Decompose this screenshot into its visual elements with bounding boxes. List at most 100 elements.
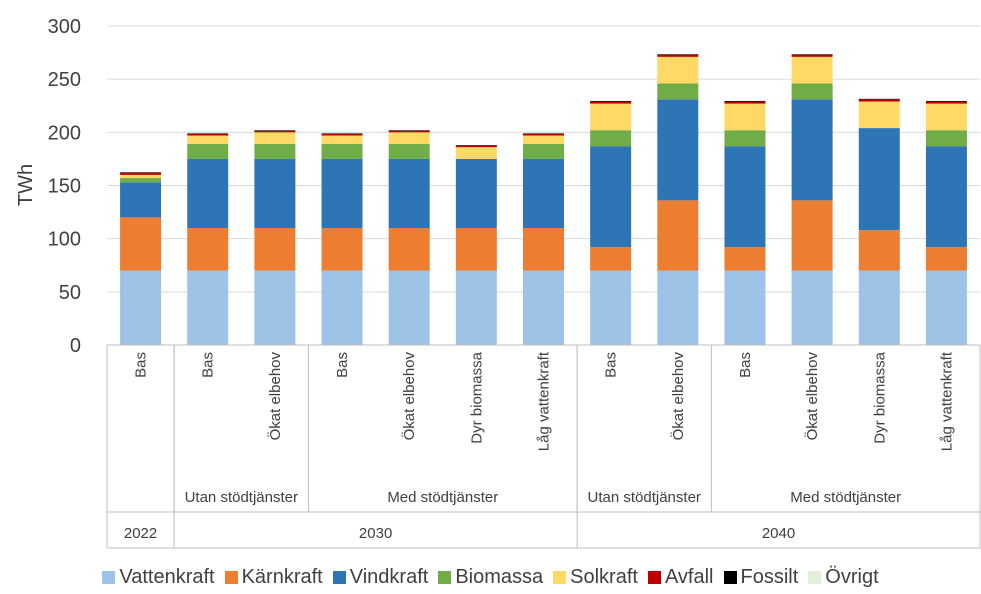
- legend-swatch: [102, 571, 116, 584]
- bar-segment: [724, 247, 766, 271]
- bar-segment: [523, 133, 564, 134]
- legend: Vattenkraft Kärnkraft Vindkraft Biomassa Sol…: [0, 566, 981, 589]
- bar-segment: [791, 56, 833, 84]
- bar-segment: [791, 83, 833, 100]
- bar-segment: [858, 101, 900, 129]
- x-tick-label: Ökat elbehov: [669, 352, 687, 441]
- legend-item: Biomassa: [438, 566, 543, 589]
- bar-segment: [321, 144, 363, 159]
- bar-segment: [455, 145, 497, 146]
- y-axis: 0 50 100 150 200 250 300: [48, 16, 81, 357]
- bar-segment: [321, 158, 363, 229]
- bar-segment: [858, 128, 900, 231]
- group-label: Med stödtjänster: [790, 489, 901, 506]
- y-tick-label: 250: [48, 69, 81, 91]
- stacked-bar-chart: 0 50 100 150 200 250 300 TWh Bas Bas Ökat elbeho…: [15, 16, 981, 549]
- bar-stack: [388, 130, 430, 345]
- bar-segment: [925, 146, 967, 248]
- x-tick-label: Bas: [737, 352, 754, 378]
- legend-swatch: [224, 571, 238, 584]
- bar-segment: [388, 158, 430, 229]
- bar-stack: [455, 145, 497, 345]
- legend-swatch: [808, 571, 822, 584]
- bar-stack: [187, 133, 229, 345]
- bar-segment: [925, 270, 967, 345]
- bar-segment: [523, 228, 564, 271]
- bar-segment: [455, 228, 497, 271]
- x-tick-label: Dyr biomassa: [871, 351, 888, 443]
- y-tick-label: 300: [48, 16, 81, 38]
- legend-label: Biomassa: [455, 566, 544, 588]
- bar-segment: [858, 230, 900, 271]
- bar-segment: [187, 133, 229, 136]
- bar-segment: [657, 200, 699, 271]
- bar-segment: [254, 130, 296, 131]
- bar-segment: [858, 98, 900, 100]
- bar-segment: [254, 270, 296, 345]
- x-tick-label: Ökat elbehov: [400, 352, 418, 441]
- bar-segment: [187, 228, 229, 271]
- bar-segment: [925, 103, 967, 131]
- bar-segment: [523, 135, 564, 145]
- bar-segment: [724, 270, 766, 345]
- bar-segment: [254, 158, 296, 229]
- bar-segment: [120, 217, 162, 271]
- bar-segment: [187, 133, 229, 134]
- legend-item: Övrigt: [808, 566, 879, 589]
- bar-stack: [590, 100, 632, 345]
- bar-segment: [657, 54, 699, 57]
- bar-segment: [590, 100, 632, 102]
- legend-label: Avfall: [664, 566, 714, 588]
- bar-segment: [120, 174, 162, 179]
- bar-segment: [791, 200, 833, 271]
- bar-segment: [791, 270, 833, 345]
- bar-segment: [187, 270, 229, 345]
- bar-segment: [321, 135, 363, 145]
- x-tick-label: Bas: [603, 352, 620, 378]
- bar-segment: [120, 270, 162, 345]
- y-tick-label: 0: [70, 335, 81, 357]
- bar-segment: [254, 228, 296, 271]
- bar-stack: [254, 130, 296, 345]
- bar-segment: [523, 133, 564, 136]
- y-tick-label: 50: [59, 282, 81, 304]
- y-tick-label: 200: [48, 122, 81, 144]
- legend-label: Övrigt: [825, 566, 879, 588]
- year-group-label: 2022: [124, 525, 157, 542]
- x-tick-label: Bas: [334, 352, 351, 378]
- bar-stack: [657, 54, 699, 345]
- bar-segment: [187, 135, 229, 145]
- legend-swatch: [553, 571, 567, 584]
- bar-segment: [321, 133, 363, 136]
- bar-segment: [523, 158, 564, 229]
- bar-segment: [590, 101, 632, 104]
- bar-segment: [724, 101, 766, 104]
- legend-item: Kärnkraft: [224, 566, 323, 589]
- legend-label: Vattenkraft: [119, 566, 215, 588]
- bar-segment: [523, 270, 564, 345]
- y-tick-label: 100: [48, 229, 81, 251]
- legend-item: Vattenkraft: [102, 566, 215, 589]
- x-tick-label: Låg vattenkraft: [536, 351, 553, 451]
- y-axis-label: TWh: [15, 164, 37, 206]
- bar-segment: [120, 172, 162, 175]
- bar-segment: [120, 172, 162, 173]
- bar-segment: [455, 158, 497, 229]
- bar-segment: [321, 133, 363, 134]
- bar-segment: [925, 247, 967, 271]
- legend-item: Avfall: [647, 566, 714, 589]
- bar-segment: [590, 247, 632, 271]
- legend-item: Fossilt: [723, 566, 799, 589]
- x-axis: Bas Bas Ökat elbehov Bas Ökat elbehov Dyr bio…: [106, 344, 981, 549]
- bar-segment: [590, 146, 632, 248]
- legend-label: Fossilt: [740, 566, 799, 588]
- bar-segment: [321, 228, 363, 271]
- bar-segment: [791, 54, 833, 55]
- bar-segment: [724, 130, 766, 147]
- x-tick-label: Dyr biomassa: [468, 351, 485, 443]
- bar-segment: [724, 103, 766, 131]
- bar-segment: [388, 130, 430, 131]
- bar-stack: [523, 133, 564, 345]
- bar-segment: [523, 144, 564, 159]
- bar-segment: [187, 144, 229, 159]
